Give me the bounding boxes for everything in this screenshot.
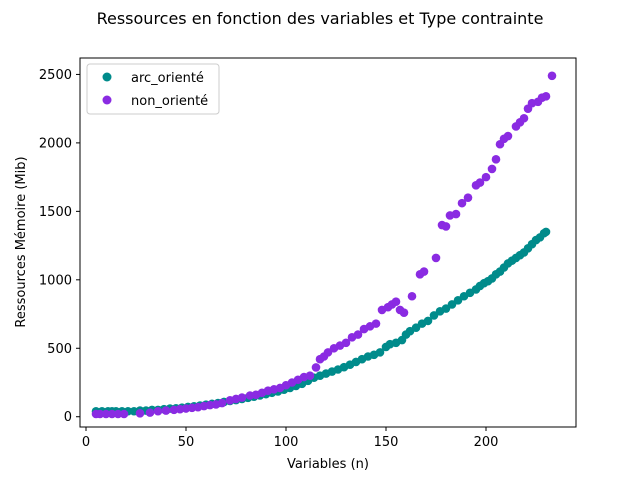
data-point-non-oriente-77 xyxy=(547,71,557,81)
data-point-non-oriente-51 xyxy=(407,291,417,301)
data-point-non-oriente-59 xyxy=(457,198,467,208)
data-point-non-oriente-50 xyxy=(399,308,409,317)
data-point-non-oriente-64 xyxy=(487,164,497,174)
data-point-non-oriente-21 xyxy=(237,393,247,402)
data-point-non-oriente-5 xyxy=(119,409,129,419)
x-tick-label: 50 xyxy=(178,435,195,450)
y-axis-label: Ressources Mémoire (Mib) xyxy=(14,156,29,327)
axes-frame xyxy=(79,57,577,428)
data-point-arc-oriente-57 xyxy=(423,316,433,326)
data-point-non-oriente-4 xyxy=(113,409,123,419)
data-point-non-oriente-2 xyxy=(101,409,111,419)
data-point-non-oriente-53 xyxy=(419,267,429,276)
data-point-non-oriente-41 xyxy=(353,330,363,339)
data-point-non-oriente-3 xyxy=(107,409,117,419)
data-point-non-oriente-18 xyxy=(217,398,227,408)
legend-box xyxy=(86,63,220,115)
data-point-non-oriente-9 xyxy=(161,406,171,415)
data-point-non-oriente-32 xyxy=(305,371,315,380)
chart-title: Ressources en fonction des variables et … xyxy=(97,9,544,28)
data-point-arc-oriente-48 xyxy=(375,348,385,357)
data-point-non-oriente-60 xyxy=(463,193,473,202)
y-tick-label: 0 xyxy=(64,410,72,425)
data-point-non-oriente-1 xyxy=(95,409,105,419)
x-axis-ticks: 0 50 100 150 200 xyxy=(82,427,499,450)
data-point-non-oriente-36 xyxy=(323,348,333,357)
x-tick-label: 0 xyxy=(82,435,90,450)
data-point-non-oriente-7 xyxy=(145,408,155,417)
data-point-non-oriente-6 xyxy=(135,409,145,418)
y-tick-label: 1000 xyxy=(39,273,72,288)
data-point-non-oriente-58 xyxy=(451,209,461,219)
data-point-non-oriente-39 xyxy=(341,338,351,348)
data-point-non-oriente-44 xyxy=(371,319,381,328)
data-point-non-oriente-65 xyxy=(491,155,501,164)
legend-marker-non-oriente xyxy=(102,95,112,105)
data-point-arc-oriente-60 xyxy=(441,304,451,313)
data-point-arc-oriente-55 xyxy=(411,323,421,333)
data-point-non-oriente-48 xyxy=(391,297,401,307)
data-point-arc-oriente-83 xyxy=(541,227,551,237)
data-point-arc-oriente-58 xyxy=(429,311,439,320)
data-point-non-oriente-71 xyxy=(519,113,529,123)
x-tick-label: 150 xyxy=(374,435,399,450)
data-point-non-oriente-68 xyxy=(503,131,513,141)
data-point-non-oriente-56 xyxy=(441,222,451,231)
x-axis-label: Variables (n) xyxy=(287,457,369,472)
legend-marker-arc-oriente xyxy=(102,72,112,82)
points-layer xyxy=(91,71,557,419)
legend-label-non-oriente: non_orienté xyxy=(131,94,208,109)
data-point-non-oriente-8 xyxy=(153,406,163,416)
data-point-non-oriente-33 xyxy=(311,363,321,372)
data-point-non-oriente-62 xyxy=(475,178,485,187)
y-tick-label: 2000 xyxy=(39,136,72,151)
data-point-non-oriente-54 xyxy=(431,253,441,263)
y-tick-label: 2500 xyxy=(39,68,72,83)
x-tick-label: 100 xyxy=(274,435,299,450)
data-point-arc-oriente-61 xyxy=(447,300,457,309)
x-tick-label: 200 xyxy=(474,435,499,450)
data-point-non-oriente-76 xyxy=(541,92,551,101)
y-axis-ticks: 0 500 1000 1500 2000 2500 xyxy=(39,68,80,425)
y-tick-label: 1500 xyxy=(39,205,72,220)
legend: arc_orienté non_orienté xyxy=(86,63,220,115)
legend-label-arc-oriente: arc_orienté xyxy=(131,71,204,86)
data-point-non-oriente-63 xyxy=(481,172,491,182)
data-point-arc-oriente-62 xyxy=(453,296,463,305)
y-tick-label: 500 xyxy=(47,342,72,357)
